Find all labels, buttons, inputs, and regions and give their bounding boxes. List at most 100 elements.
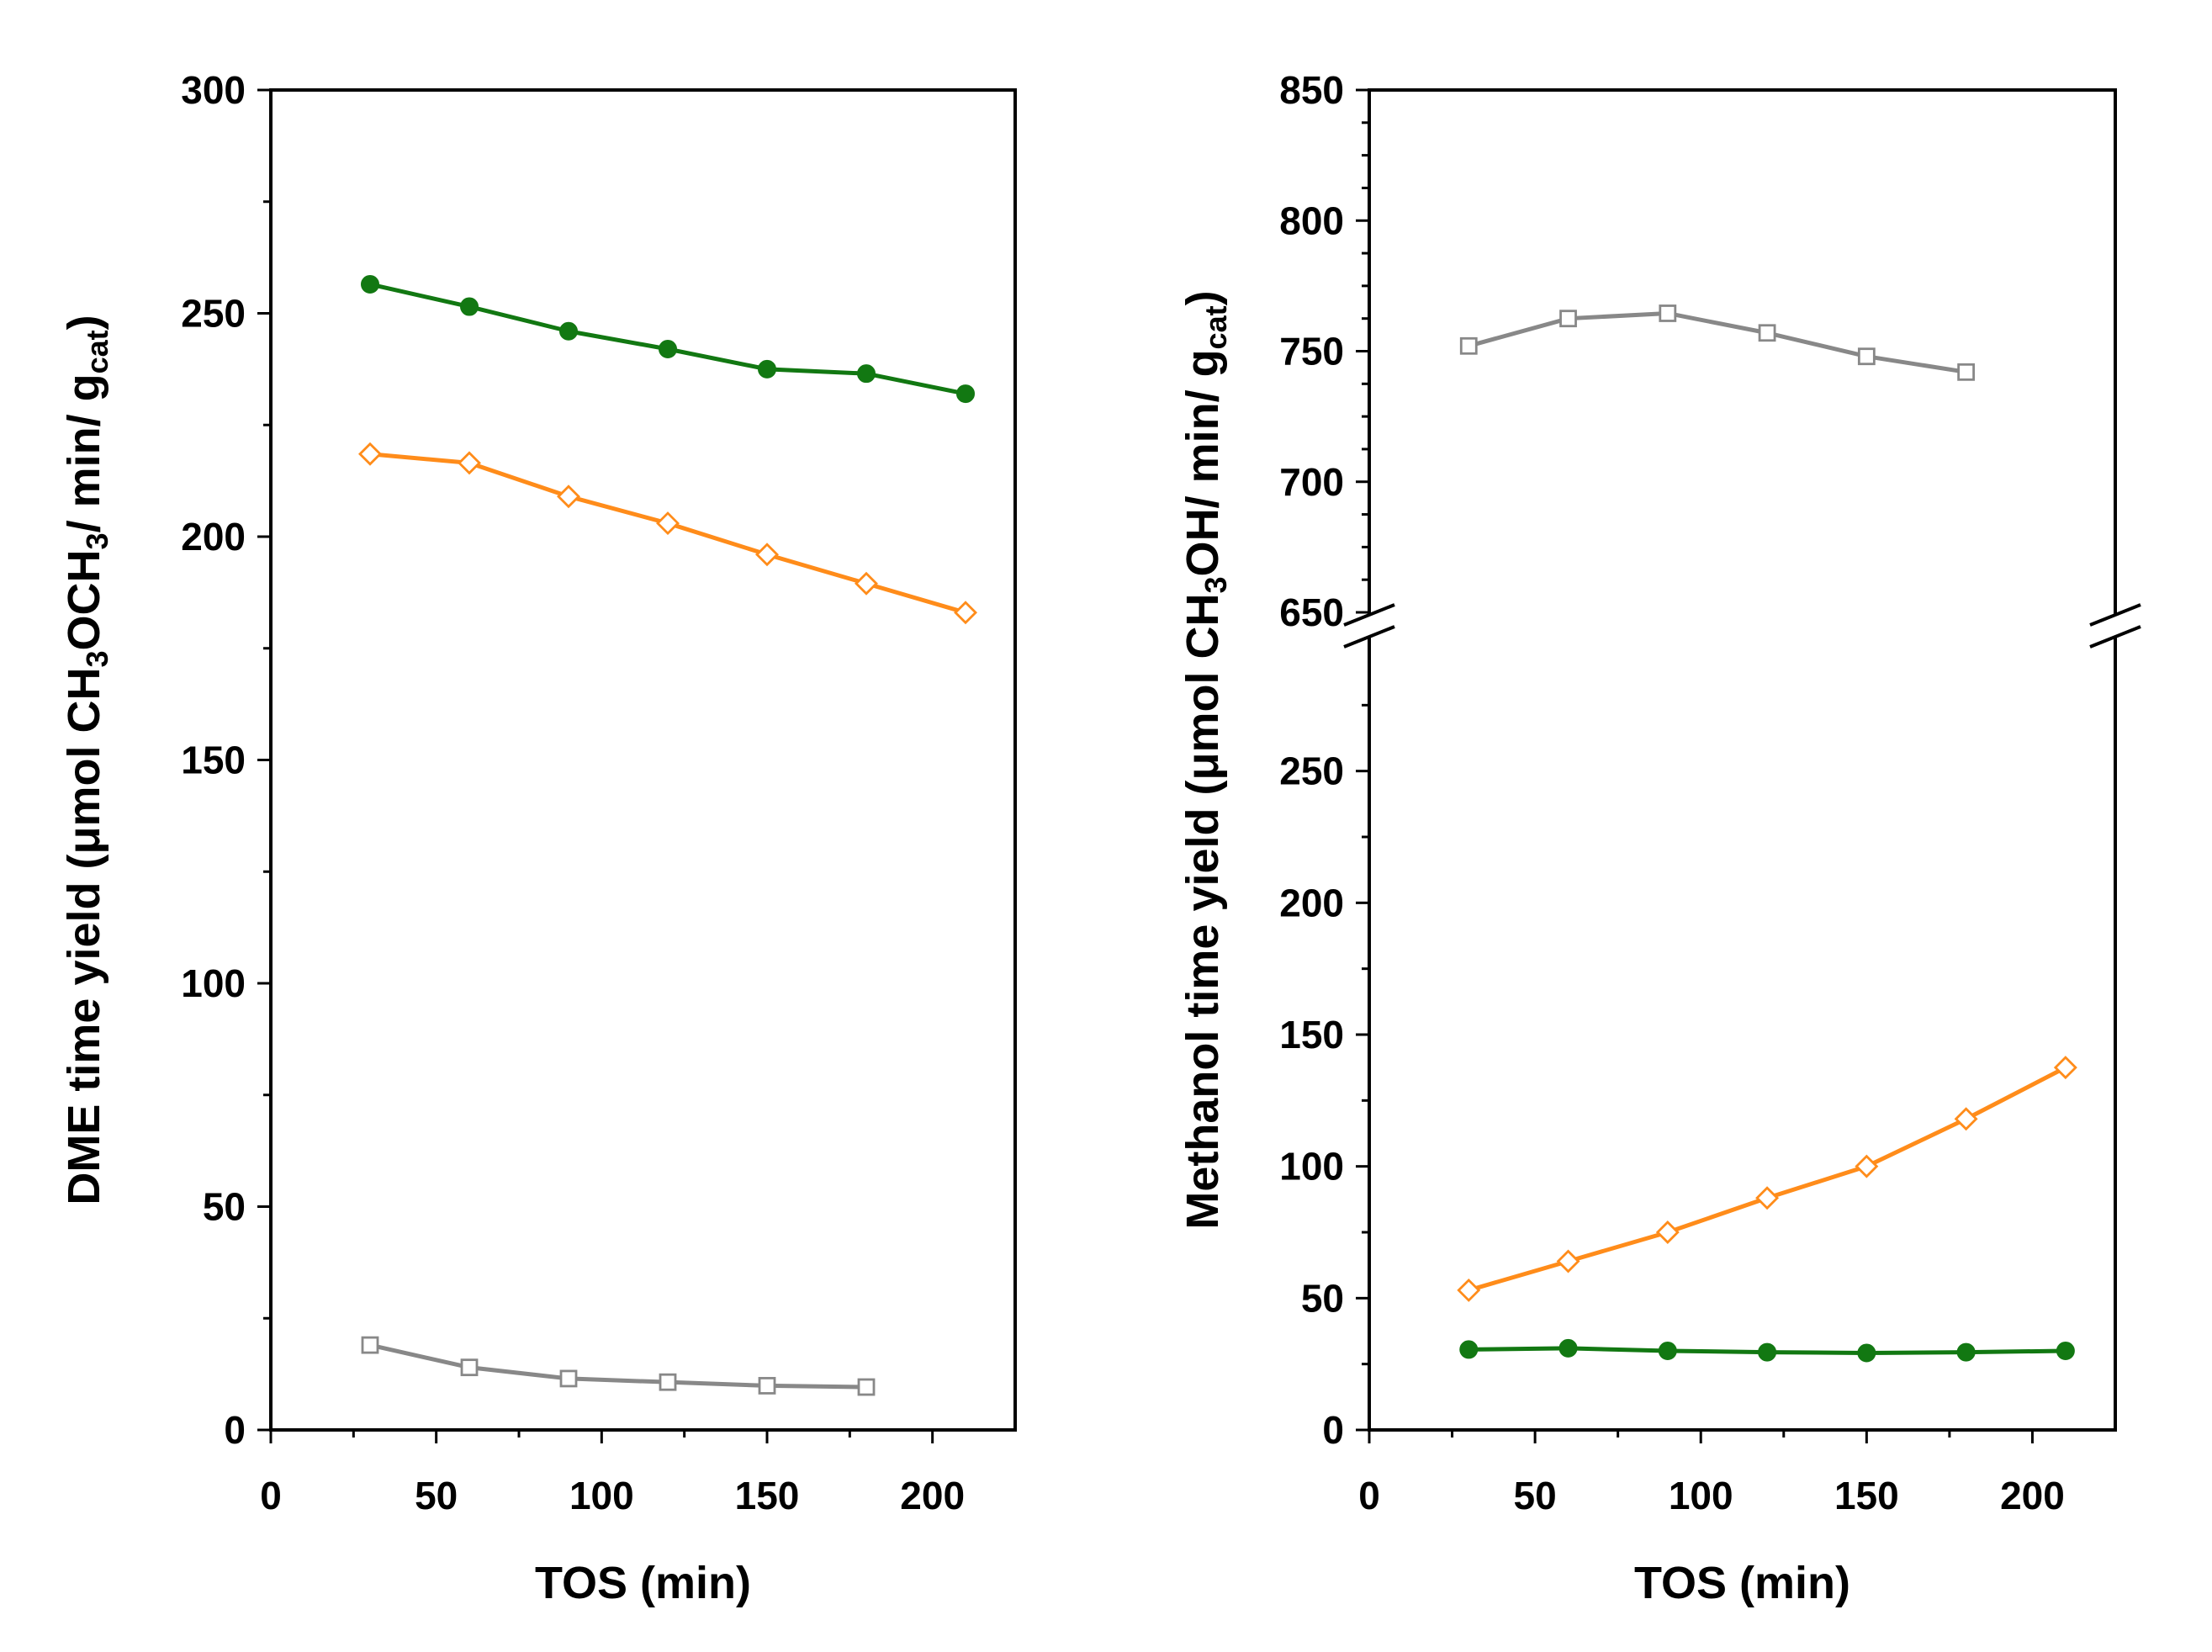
left-orange-open-diamond-point: [855, 571, 878, 596]
methanol-yield-panel: 0 50 100 150 200 250 650 700 750 800 850 0 50 100 150 2…: [1177, 68, 2141, 1608]
left-green-filled-circle-point: [956, 384, 975, 404]
left-y-tick-label: 150: [181, 739, 246, 782]
right-y-tick-label: 0: [1322, 1408, 1344, 1452]
right-gray-open-square-point: [1559, 310, 1577, 328]
right-y-axis-title: Methanol time yield (μmol CH3OH/ min/ gc…: [1177, 290, 1233, 1229]
right-gray-open-square-point: [1758, 324, 1776, 342]
right-y-tick-label: 150: [1279, 1013, 1344, 1056]
right-gray-open-square-point: [1957, 363, 1976, 381]
right-y-tick-label: 850: [1279, 68, 1344, 112]
left-y-axis-title-part: 3: [80, 650, 114, 667]
right-green-filled-circle-point: [1758, 1342, 1777, 1362]
left-orange-open-diamond-point: [557, 484, 580, 509]
left-y-axis-title-part: ): [59, 315, 109, 330]
left-y-tick-label: 0: [224, 1408, 246, 1452]
right-orange-open-diamond-point: [1457, 1278, 1481, 1302]
right-x-tick-label: 200: [2000, 1474, 2065, 1517]
right-x-tick-label: 150: [1834, 1474, 1899, 1517]
left-y-axis-title-part: / min/ g: [59, 373, 109, 532]
left-x-tick-label: 0: [260, 1474, 282, 1517]
dme-yield-panel: 0 50 100 150 200 250 300 0 50 100 150 200 TOS (min) D…: [59, 68, 1017, 1608]
right-green-filled-circle-point: [1558, 1338, 1578, 1358]
left-y-tick-label: 300: [181, 68, 246, 112]
axis-break-mark: [2089, 603, 2141, 627]
right-gray-open-square-point: [1459, 336, 1478, 355]
axis-break-mark: [2089, 625, 2141, 649]
left-orange-open-diamond-point: [458, 451, 481, 475]
right-orange-open-diamond-point: [1954, 1107, 1978, 1131]
right-orange-open-diamond-point: [2053, 1056, 2077, 1080]
right-orange-open-diamond-point: [1655, 1220, 1680, 1244]
left-gray-open-square-point: [659, 1373, 677, 1391]
right-y-tick-label: 800: [1279, 199, 1344, 242]
right-y-tick-label: 250: [1279, 749, 1344, 793]
left-gray-open-square-point: [857, 1378, 876, 1396]
right-y-tick-label: 200: [1279, 881, 1344, 924]
left-y-tick-label: 200: [181, 515, 246, 559]
right-green-filled-circle-point: [1956, 1342, 1976, 1362]
left-green-filled-circle-point: [559, 321, 578, 341]
left-orange-open-diamond-point: [656, 511, 680, 536]
left-orange-open-diamond-point: [755, 543, 779, 567]
left-y-tick-label: 50: [203, 1185, 246, 1229]
right-y-axis-title-part: cat: [1199, 305, 1233, 349]
left-gray-open-square-point: [460, 1358, 479, 1377]
left-green-filled-circle-line: [369, 282, 966, 396]
right-x-axis-title: TOS (min): [1634, 1558, 1850, 1608]
left-y-axis-title-part: OCH: [59, 549, 109, 650]
right-y-axis-title-part: OH/ min/ g: [1177, 349, 1228, 576]
axis-break-mark: [1343, 603, 1395, 627]
left-green-filled-circle-point: [857, 364, 876, 384]
right-y-axis-title-part: mol CH: [1177, 593, 1228, 752]
right-y-tick-label: 100: [1279, 1145, 1344, 1189]
left-green-filled-circle-point: [659, 339, 677, 358]
right-y-tick-label: 700: [1279, 460, 1344, 504]
right-orange-open-diamond-point: [1556, 1249, 1580, 1273]
right-gray-open-square-point: [1659, 304, 1677, 322]
right-y-tick-label: 50: [1301, 1276, 1344, 1320]
right-green-filled-circle-point: [2056, 1342, 2075, 1360]
left-orange-open-diamond-point: [358, 442, 382, 466]
left-y-tick-label: 250: [181, 292, 246, 336]
left-y-axis-title-part: DME time yield (: [59, 855, 109, 1205]
left-y-tick-label: 100: [181, 961, 246, 1005]
left-green-filled-circle-point: [361, 274, 379, 294]
axis-break-mark: [1343, 625, 1395, 649]
left-y-axis-title-part: μ: [59, 826, 109, 854]
left-x-tick-label: 50: [415, 1474, 458, 1517]
left-y-axis-title-part: mol CH: [59, 667, 109, 826]
left-x-tick-label: 200: [900, 1474, 965, 1517]
right-y-tick-label: 750: [1279, 330, 1344, 373]
right-green-filled-circle-point: [1857, 1343, 1876, 1363]
right-y-axis-title-part: 3: [1199, 576, 1233, 593]
right-y-tick-label: 650: [1279, 590, 1344, 634]
right-x-tick-label: 0: [1358, 1474, 1380, 1517]
left-y-axis-title-part: cat: [80, 330, 114, 373]
right-gray-open-square-point: [1857, 347, 1876, 366]
left-x-tick-label: 100: [569, 1474, 634, 1517]
right-x-tick-label: 100: [1669, 1474, 1733, 1517]
left-x-tick-label: 150: [735, 1474, 800, 1517]
left-gray-open-square-point: [758, 1377, 776, 1395]
right-y-axis-title-part: ): [1177, 290, 1228, 305]
left-plot-frame: [269, 88, 1017, 1432]
right-gray-open-square-line: [1468, 310, 1966, 374]
right-green-filled-circle-point: [1459, 1340, 1479, 1359]
right-y-axis-title-part: μ: [1177, 752, 1228, 780]
right-y-axis-title-part: Methanol time yield (: [1177, 781, 1228, 1230]
left-gray-open-square-line: [369, 1342, 867, 1390]
right-green-filled-circle-point: [1658, 1342, 1677, 1360]
right-orange-open-diamond-point: [1755, 1186, 1780, 1210]
left-y-axis-title-part: 3: [80, 532, 114, 549]
right-x-tick-label: 50: [1514, 1474, 1557, 1517]
right-orange-open-diamond-line: [1468, 1065, 2067, 1293]
right-orange-open-diamond-point: [1855, 1154, 1879, 1178]
left-gray-open-square-point: [559, 1369, 578, 1388]
left-green-filled-circle-point: [460, 297, 479, 316]
left-gray-open-square-point: [361, 1336, 379, 1354]
left-orange-open-diamond-point: [954, 601, 977, 625]
left-green-filled-circle-point: [758, 359, 776, 379]
left-y-axis-title: DME time yield (μmol CH3OCH3/ min/ gcat): [59, 315, 114, 1205]
left-x-axis-title: TOS (min): [535, 1558, 751, 1608]
